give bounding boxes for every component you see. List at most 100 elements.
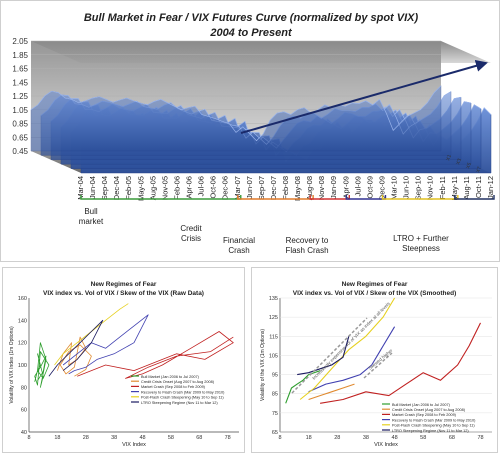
y-tick-label: 115 [269, 334, 278, 340]
top-y-tick-label: 0.65 [12, 133, 28, 142]
y-tick-label: 75 [272, 411, 278, 417]
top-x-tick-label: Aug-11 [462, 176, 471, 200]
smoothed-chart-subtitle: VIX index vs. Vol of VIX / Skew of the V… [292, 290, 457, 297]
legend-entry: Market Crash (Sep 2008 to Feb 2009) [392, 413, 457, 417]
x-tick-label: 68 [196, 435, 202, 441]
raw-chart-panel: New Regimes of Fear VIX index vs. Vol of… [2, 267, 245, 453]
x-tick-label: 18 [54, 435, 60, 441]
legend-entry: LTRO Steepening Regime (Nov 11 to Mar 12… [141, 401, 218, 405]
top-x-tick-label: Oct-09 [365, 176, 374, 199]
top-x-tick-label: Mar-10 [390, 176, 399, 200]
top-regimes: Bull market Credit Crisis Financial Crash Reco… [79, 195, 495, 255]
series-line [57, 336, 92, 377]
top-depth-tick-label: X5 [465, 162, 473, 170]
top-regime-label: LTRO + Further Steepness [393, 234, 449, 253]
top-surface [30, 59, 492, 174]
legend-entry: Recovery to Flash Crash (Mar 2009 to May… [392, 418, 476, 422]
top-regime-label: Financial Crash [223, 236, 255, 255]
top-x-tick-label: Oct-11 [474, 176, 483, 198]
top-x-tick-label: Dec-07 [269, 176, 278, 200]
series-line [297, 336, 350, 376]
top-depth-tick-label: X7 [475, 166, 483, 174]
top-x-tick-label: Feb-08 [281, 176, 290, 200]
top-depth-tick-label: X1 [445, 154, 453, 162]
legend-entry: Bull Market (Jan 2006 to Jul 2007) [392, 403, 451, 407]
top-x-tick-label: Aug-08 [305, 176, 314, 200]
top-x-tick-label: Jan-12 [486, 176, 495, 199]
top-x-tick-label: Jun-10 [402, 176, 411, 199]
y-tick-label: 160 [18, 296, 27, 302]
top-regime-bracket [309, 195, 350, 200]
y-tick-label: 40 [21, 430, 27, 436]
raw-chart-svg: 40 60 80 100 120 140 160 8 18 28 38 48 58 68 78 VIX Ind… [9, 296, 239, 448]
top-y-tick-label: 2.05 [12, 37, 28, 46]
top-x-tick-label: Feb-06 [172, 176, 181, 200]
x-axis-label: VIX Index [374, 442, 398, 448]
x-tick-label: 8 [27, 435, 30, 441]
x-tick-label: 58 [168, 435, 174, 441]
series-line [77, 331, 234, 379]
top-chart-subtitle: 2004 to Present [210, 27, 292, 39]
top-x-tick-label: Sep-04 [100, 176, 109, 200]
y-tick-label: 105 [269, 353, 278, 359]
top-x-tick-label: Jun-07 [245, 176, 254, 199]
top-panel: Bull Market in Fear / VIX Futures Curve … [0, 0, 500, 262]
x-tick-label: 8 [278, 435, 281, 441]
top-regime-label: Recovery to Flash Crash [285, 236, 328, 255]
series-line [308, 383, 355, 401]
y-axis-label: Volatility of the VIX (1m Options) [260, 329, 266, 401]
top-regime-bracket [80, 195, 242, 200]
top-x-tick-label: Jul-06 [197, 176, 206, 196]
y-axis-label: Volatility of VIX Index (1m Options) [9, 326, 15, 404]
top-x-tick-label: Oct-06 [209, 176, 218, 199]
top-regime-bracket [454, 195, 495, 200]
series-line [320, 322, 481, 404]
top-x-tick-label: Nov-08 [317, 176, 326, 200]
x-tick-label: 78 [225, 435, 231, 441]
top-y-tick-label: 1.45 [12, 78, 28, 87]
smoothed-chart-svg: 65 75 85 95 105 115 125 135 8 18 28 38 48 58 68 78 VIX I… [260, 296, 492, 448]
legend-entry: Bull Market (Jan 2006 to Jul 2007) [141, 375, 200, 379]
top-y-tick-label: 1.05 [12, 106, 28, 115]
top-trend-arrow [240, 59, 488, 134]
x-tick-label: 48 [139, 435, 145, 441]
y-tick-label: 65 [272, 430, 278, 436]
top-regime-bracket [381, 195, 459, 200]
y-tick-label: 95 [272, 373, 278, 379]
top-x-tick-label: Mar-07 [233, 176, 242, 200]
top-x-tick-label: May-11 [450, 176, 459, 200]
x-tick-label: 58 [420, 435, 426, 441]
legend-entry: Post-Flash Crash Steepening (May 10 to S… [392, 424, 475, 428]
x-tick-label: 28 [334, 435, 340, 441]
annotation-text: Increasingly expensive vol of VIX as ind… [311, 301, 391, 381]
y-tick-label: 120 [18, 341, 27, 347]
top-chart-title: Bull Market in Fear / VIX Futures Curve … [83, 12, 419, 24]
y-tick-label: 80 [21, 385, 27, 391]
y-tick-label: 140 [18, 318, 27, 324]
top-regime-label: Bull market [79, 207, 104, 226]
top-x-tick-label: Jul-09 [353, 176, 362, 196]
top-x-tick-label: Apr-09 [341, 176, 350, 199]
top-x-tick-label: Feb-05 [124, 176, 133, 200]
raw-chart-title: New Regimes of Fear [90, 281, 157, 288]
y-tick-label: 125 [269, 315, 278, 321]
top-y-tick-label: 0.85 [12, 120, 28, 129]
x-axis-label: VIX Index [122, 442, 146, 448]
top-depth-tick-label: X3 [455, 158, 463, 166]
top-x-tick-label: May-05 [136, 176, 145, 201]
series-line [308, 326, 396, 393]
legend-entry: Credit Crisis Onset (Aug 2007 to Aug 200… [392, 408, 466, 412]
top-chart-svg: 2.051.851.651.451.251.050.850.650.45 X1X… [12, 37, 495, 255]
top-x-tick-label: Feb-11 [438, 176, 447, 199]
top-regime-bracket [345, 195, 387, 200]
top-x-tick-label: Nov-10 [426, 176, 435, 200]
legend-entry: Market Crash (Sep 2008 to Feb 2009) [141, 385, 206, 389]
series-line [299, 297, 396, 400]
top-y-tick-label: 1.85 [12, 51, 28, 60]
top-surface-ridge [30, 85, 442, 142]
top-x-tick-label: Dec-06 [221, 176, 230, 200]
smoothed-chart-panel: New Regimes of Fear VIX index vs. Vol of… [251, 267, 498, 453]
series-line [48, 319, 104, 377]
legend-entry: LTRO Steepening Regime (Nov 11 to Mar 12… [392, 429, 469, 433]
annotation-arrow [291, 317, 368, 394]
